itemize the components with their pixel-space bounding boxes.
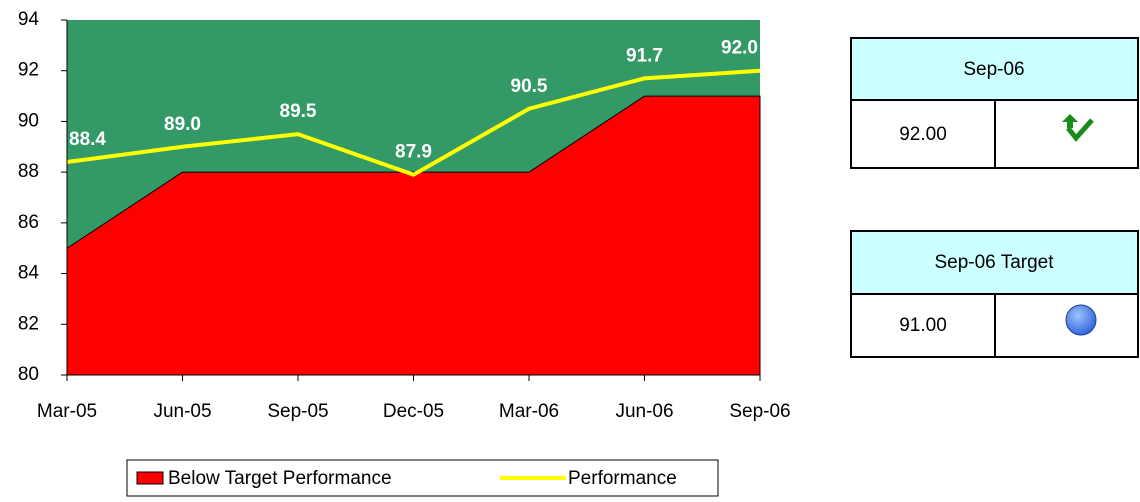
area [66,95,761,376]
x-tick-label: Jun-06 [615,401,673,422]
data-label: 90.5 [511,76,548,97]
x-tick-label: Sep-05 [267,401,328,422]
y-tick-label: 94 [18,9,40,30]
y-tick-label: 84 [18,263,40,284]
status-icon [1065,304,1097,336]
data-label: 87.9 [395,142,432,163]
panel: Sep-06 92.00 [850,37,1139,169]
data-label: 91.7 [626,45,663,66]
line [66,68,761,177]
y-tick-label: 86 [18,212,39,233]
x-tick-label: Mar-05 [37,401,97,422]
data-label: 89.5 [280,101,317,122]
y-tick-label: 92 [18,60,39,81]
x-tick-label: Dec-05 [383,401,444,422]
panel-value: 92.00 [899,124,947,145]
x-tick-label: Jun-05 [153,401,211,422]
y-tick-label: 82 [18,313,39,334]
legend-swatch [136,471,164,485]
check-icon [1062,114,1094,142]
panel-value: 91.00 [899,315,947,336]
x-tick-label: Mar-06 [499,401,559,422]
panel-title: Sep-06 Target [934,252,1054,273]
data-label: 88.4 [69,129,106,150]
y-tick-label: 90 [18,110,39,131]
y-tick-label: 88 [18,161,39,182]
legend [126,459,719,497]
data-label: 92.0 [721,38,758,59]
panel: Sep-06 Target 91.00 [850,230,1139,358]
legend-label: Performance [568,468,677,489]
panel-header [850,37,1139,101]
panel-header [850,230,1139,295]
legend-label: Below Target Performance [168,468,392,489]
x-tick-label: Sep-06 [729,401,790,422]
y-tick-label: 80 [18,364,39,385]
panel-title: Sep-06 [963,59,1024,80]
data-label: 89.0 [164,114,201,135]
